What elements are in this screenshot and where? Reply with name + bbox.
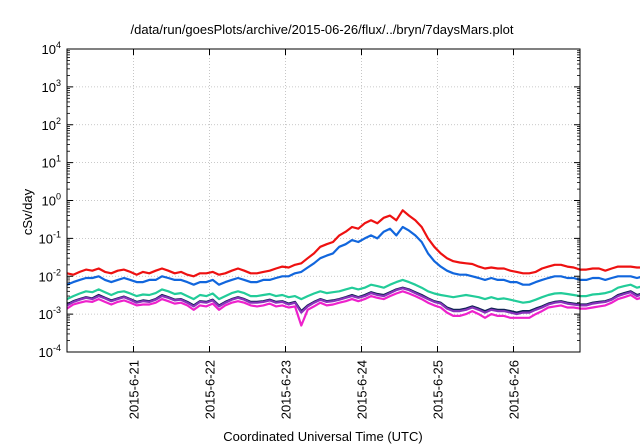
grid-lines bbox=[67, 49, 580, 352]
y-tick-exponent: -4 bbox=[53, 343, 61, 353]
y-tick-label: 10-2 bbox=[39, 267, 61, 284]
x-tick-label: 2015-6-21 bbox=[127, 360, 142, 419]
y-tick-label: 104 bbox=[42, 40, 61, 57]
series-line bbox=[66, 290, 640, 327]
chart-title: /data/run/goesPlots/archive/2015-06-26/f… bbox=[131, 22, 514, 37]
y-tick-label: 101 bbox=[42, 154, 61, 171]
y-tick-exponent: 4 bbox=[56, 40, 61, 50]
x-tick-label: 2015-6-22 bbox=[203, 360, 218, 419]
y-axis-label: cSv/day bbox=[20, 188, 35, 235]
y-tick-label: 10-1 bbox=[39, 229, 61, 246]
y-tick-exponent: -2 bbox=[53, 267, 61, 277]
series-line bbox=[66, 225, 640, 286]
y-tick-label: 10-4 bbox=[39, 343, 61, 360]
x-axis-label: Coordinated Universal Time (UTC) bbox=[223, 429, 422, 444]
y-tick-exponent: 1 bbox=[56, 154, 61, 164]
y-tick-exponent: 2 bbox=[56, 116, 61, 126]
plot-frame bbox=[66, 48, 581, 353]
y-tick-exponent: -3 bbox=[53, 305, 61, 315]
x-tick-label: 2015-6-23 bbox=[279, 360, 294, 419]
y-tick-exponent: -1 bbox=[53, 229, 61, 239]
y-tick-label: 10-3 bbox=[39, 305, 61, 322]
y-tick-label: 102 bbox=[42, 116, 61, 133]
y-tick-exponent: 0 bbox=[56, 192, 61, 202]
y-tick-label: 103 bbox=[42, 78, 61, 95]
series-line bbox=[66, 278, 640, 304]
x-tick-label: 2015-6-26 bbox=[507, 360, 522, 419]
series-lines bbox=[66, 209, 640, 327]
axis-ticks: 10-410-310-210-11001011021031042015-6-21… bbox=[39, 40, 580, 419]
series-line bbox=[66, 209, 640, 278]
y-tick-exponent: 3 bbox=[56, 78, 61, 88]
y-tick-label: 100 bbox=[42, 192, 61, 209]
x-tick-label: 2015-6-24 bbox=[355, 360, 370, 419]
series-line bbox=[66, 287, 640, 316]
x-tick-label: 2015-6-25 bbox=[431, 360, 446, 419]
